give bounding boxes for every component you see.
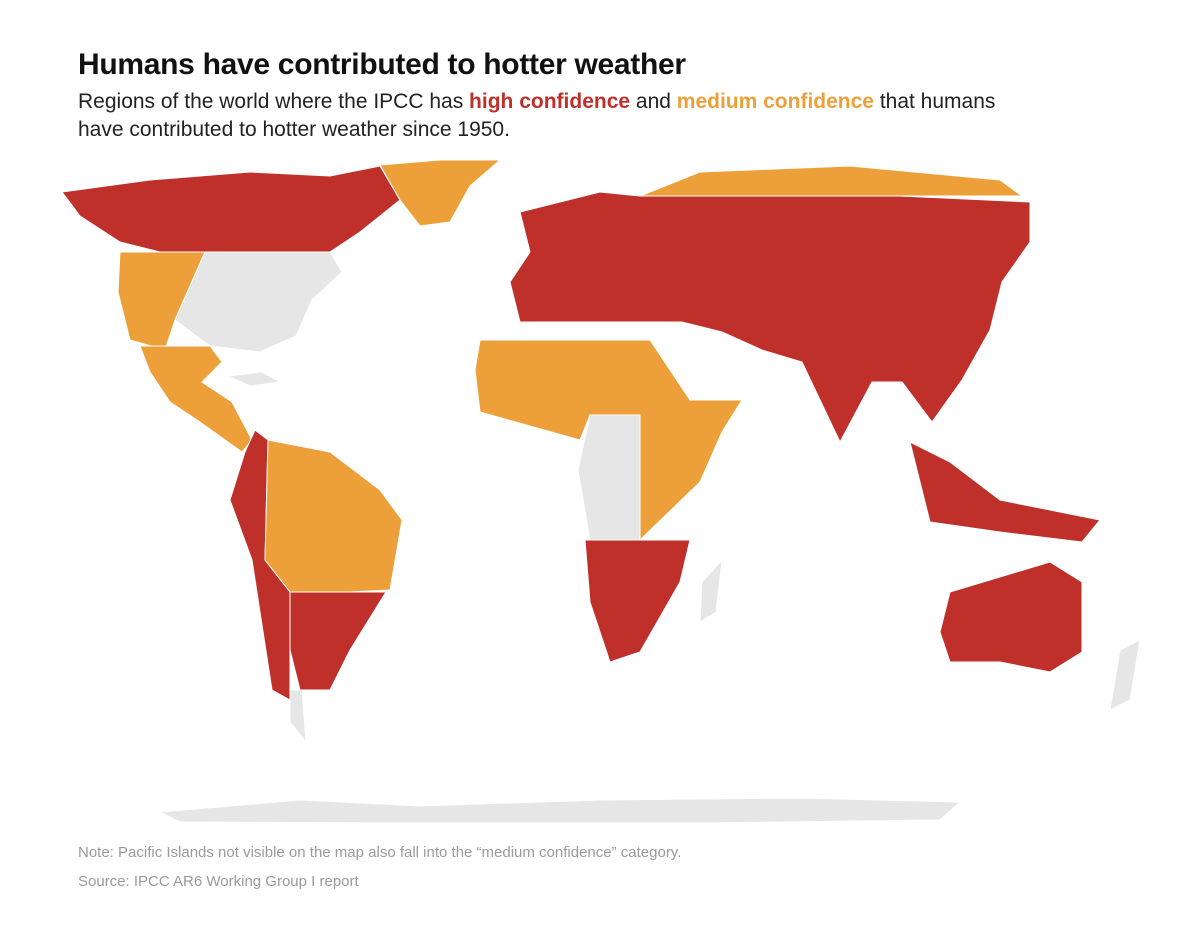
region xyxy=(909,441,1101,543)
region xyxy=(379,159,502,227)
subtitle-text: and xyxy=(630,90,677,113)
region xyxy=(939,561,1083,673)
high-confidence-label: high confidence xyxy=(469,90,631,113)
region xyxy=(699,558,723,623)
region xyxy=(289,689,307,744)
region xyxy=(577,414,641,541)
note: Note: Pacific Islands not visible on the… xyxy=(78,844,682,861)
region xyxy=(61,165,401,253)
source: Source: IPCC AR6 Working Group I report xyxy=(78,873,359,890)
title: Humans have contributed to hotter weathe… xyxy=(78,48,686,81)
region xyxy=(158,797,962,824)
subtitle-text: that humans have contributed to hotter w… xyxy=(78,90,996,141)
region xyxy=(139,345,253,453)
region xyxy=(639,165,1024,197)
region xyxy=(509,191,1031,444)
region xyxy=(226,371,282,387)
subtitle: Regions of the world where the IPCC has … xyxy=(78,88,1038,144)
region xyxy=(174,251,343,353)
region xyxy=(264,439,403,593)
medium-confidence-label: medium confidence xyxy=(676,90,874,113)
subtitle-text: Regions of the world where the IPCC has xyxy=(78,90,470,113)
region xyxy=(289,591,387,691)
region xyxy=(584,539,691,663)
region xyxy=(1109,639,1141,711)
